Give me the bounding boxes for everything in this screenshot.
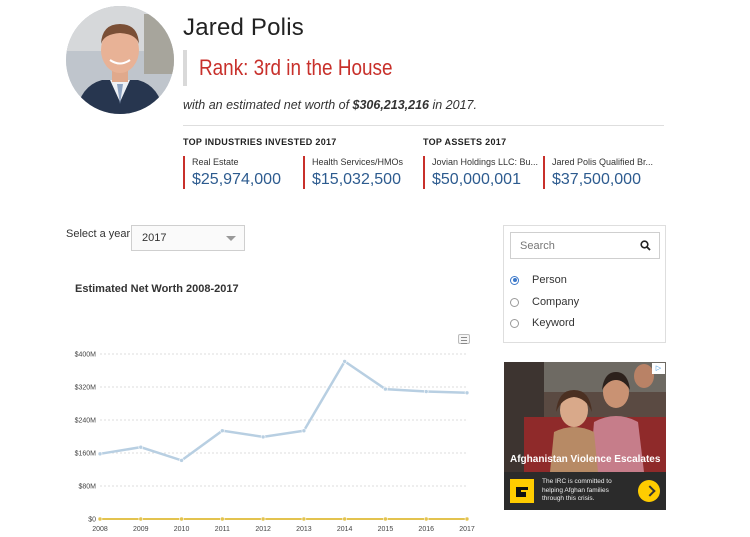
networth-line: with an estimated net worth of $306,213,… (183, 98, 477, 112)
radio-keyword[interactable]: Keyword (510, 317, 575, 329)
rank-block: Rank: 3rd in the House (183, 50, 424, 86)
x-tick-label: 2016 (418, 526, 434, 533)
header-divider (183, 125, 664, 126)
radio-button-keyword[interactable] (510, 318, 519, 328)
data-point (464, 516, 470, 522)
search-icon[interactable] (640, 240, 651, 251)
chevron-down-icon (226, 236, 236, 241)
radio-button-person[interactable] (510, 275, 519, 285)
industries-heading: TOP INDUSTRIES INVESTED 2017 (183, 137, 337, 147)
x-tick-label: 2017 (459, 526, 475, 533)
industry-stat-0[interactable]: Real Estate $25,974,000 (183, 156, 281, 189)
assets-heading: TOP ASSETS 2017 (423, 137, 507, 147)
industry-value-0: $25,974,000 (192, 171, 281, 188)
ad-footer: The IRC is committed to helping Afghan f… (504, 472, 666, 510)
avatar (66, 6, 174, 114)
search-box (510, 232, 660, 259)
series-line (99, 359, 468, 462)
ad-headline: Afghanistan Violence Escalates (510, 454, 661, 465)
search-panel: Person Company Keyword (503, 225, 666, 343)
advertisement[interactable]: ▷ Afghanistan Violence Escalates The IRC… (504, 362, 666, 510)
data-point (179, 516, 184, 522)
y-tick-label: $240M (75, 418, 97, 425)
year-select[interactable]: 2017 (131, 225, 245, 251)
data-point (301, 428, 307, 434)
x-tick-label: 2010 (174, 526, 190, 533)
data-point (179, 458, 184, 463)
x-tick-label: 2011 (215, 526, 230, 533)
data-point (423, 389, 429, 394)
data-point (220, 428, 225, 434)
asset-stat-0[interactable]: Jovian Holdings LLC: Bu... $50,000,001 (423, 156, 538, 189)
data-point (220, 516, 225, 522)
industry-value-1: $15,032,500 (312, 171, 401, 188)
data-point (260, 434, 266, 440)
data-point (423, 516, 429, 522)
data-point (138, 516, 144, 522)
data-point (260, 516, 266, 522)
chart-title: Estimated Net Worth 2008-2017 (75, 283, 239, 295)
data-point (464, 390, 470, 396)
asset-value-1: $37,500,000 (552, 171, 641, 188)
data-point (383, 386, 388, 392)
x-tick-label: 2013 (296, 526, 312, 533)
x-tick-label: 2008 (92, 526, 108, 533)
ad-photo (504, 362, 666, 472)
radio-button-company[interactable] (510, 297, 519, 307)
industry-label-1: Health Services/HMOs (312, 157, 404, 167)
asset-stat-1[interactable]: Jared Polis Qualified Br... $37,500,000 (543, 156, 653, 189)
networth-prefix: with an estimated net worth of (183, 98, 353, 112)
x-tick-label: 2014 (337, 526, 353, 533)
year-select-label: Select a year: (66, 228, 134, 240)
y-tick-label: $160M (75, 451, 97, 458)
net-worth-chart: $0 $80M $160M $240M $320M $400M 2008 2009 2010 20… (75, 352, 475, 534)
radio-label-person: Person (532, 274, 567, 286)
asset-label-0: Jovian Holdings LLC: Bu... (432, 157, 539, 167)
y-tick-label: $80M (78, 484, 96, 491)
industry-label-0: Real Estate (192, 157, 239, 167)
x-tick-label: 2009 (133, 526, 149, 533)
ad-body: The IRC is committed to helping Afghan f… (542, 478, 612, 502)
radio-person[interactable]: Person (510, 274, 567, 286)
data-point (342, 359, 347, 364)
data-point (97, 451, 103, 457)
asset-value-0: $50,000,001 (432, 171, 521, 188)
data-point (301, 516, 307, 522)
networth-suffix: in 2017. (429, 98, 477, 112)
asset-label-1: Jared Polis Qualified Br... (552, 157, 654, 167)
irc-logo-icon (510, 479, 534, 503)
industry-stat-1[interactable]: Health Services/HMOs $15,032,500 (303, 156, 403, 189)
chart-menu-icon[interactable] (458, 334, 470, 344)
y-tick-label: $400M (75, 352, 97, 359)
data-point (342, 516, 347, 522)
radio-label-keyword: Keyword (532, 317, 575, 329)
data-point (383, 516, 388, 522)
x-tick-label: 2015 (378, 526, 394, 533)
data-point (138, 444, 144, 450)
radio-label-company: Company (532, 296, 580, 308)
ad-arrow-button[interactable] (638, 480, 660, 502)
profile-name: Jared Polis (183, 14, 304, 41)
ad-choices-icon[interactable]: ▷ (652, 363, 665, 374)
year-select-value: 2017 (142, 232, 167, 244)
y-tick-label: $0 (88, 517, 96, 524)
networth-value: $306,213,216 (352, 98, 429, 112)
y-tick-label: $320M (75, 385, 97, 392)
radio-company[interactable]: Company (510, 296, 579, 308)
search-input[interactable] (511, 233, 631, 258)
data-point (97, 516, 103, 522)
rank-text: Rank: 3rd in the House (199, 55, 393, 80)
x-tick-label: 2012 (255, 526, 271, 533)
